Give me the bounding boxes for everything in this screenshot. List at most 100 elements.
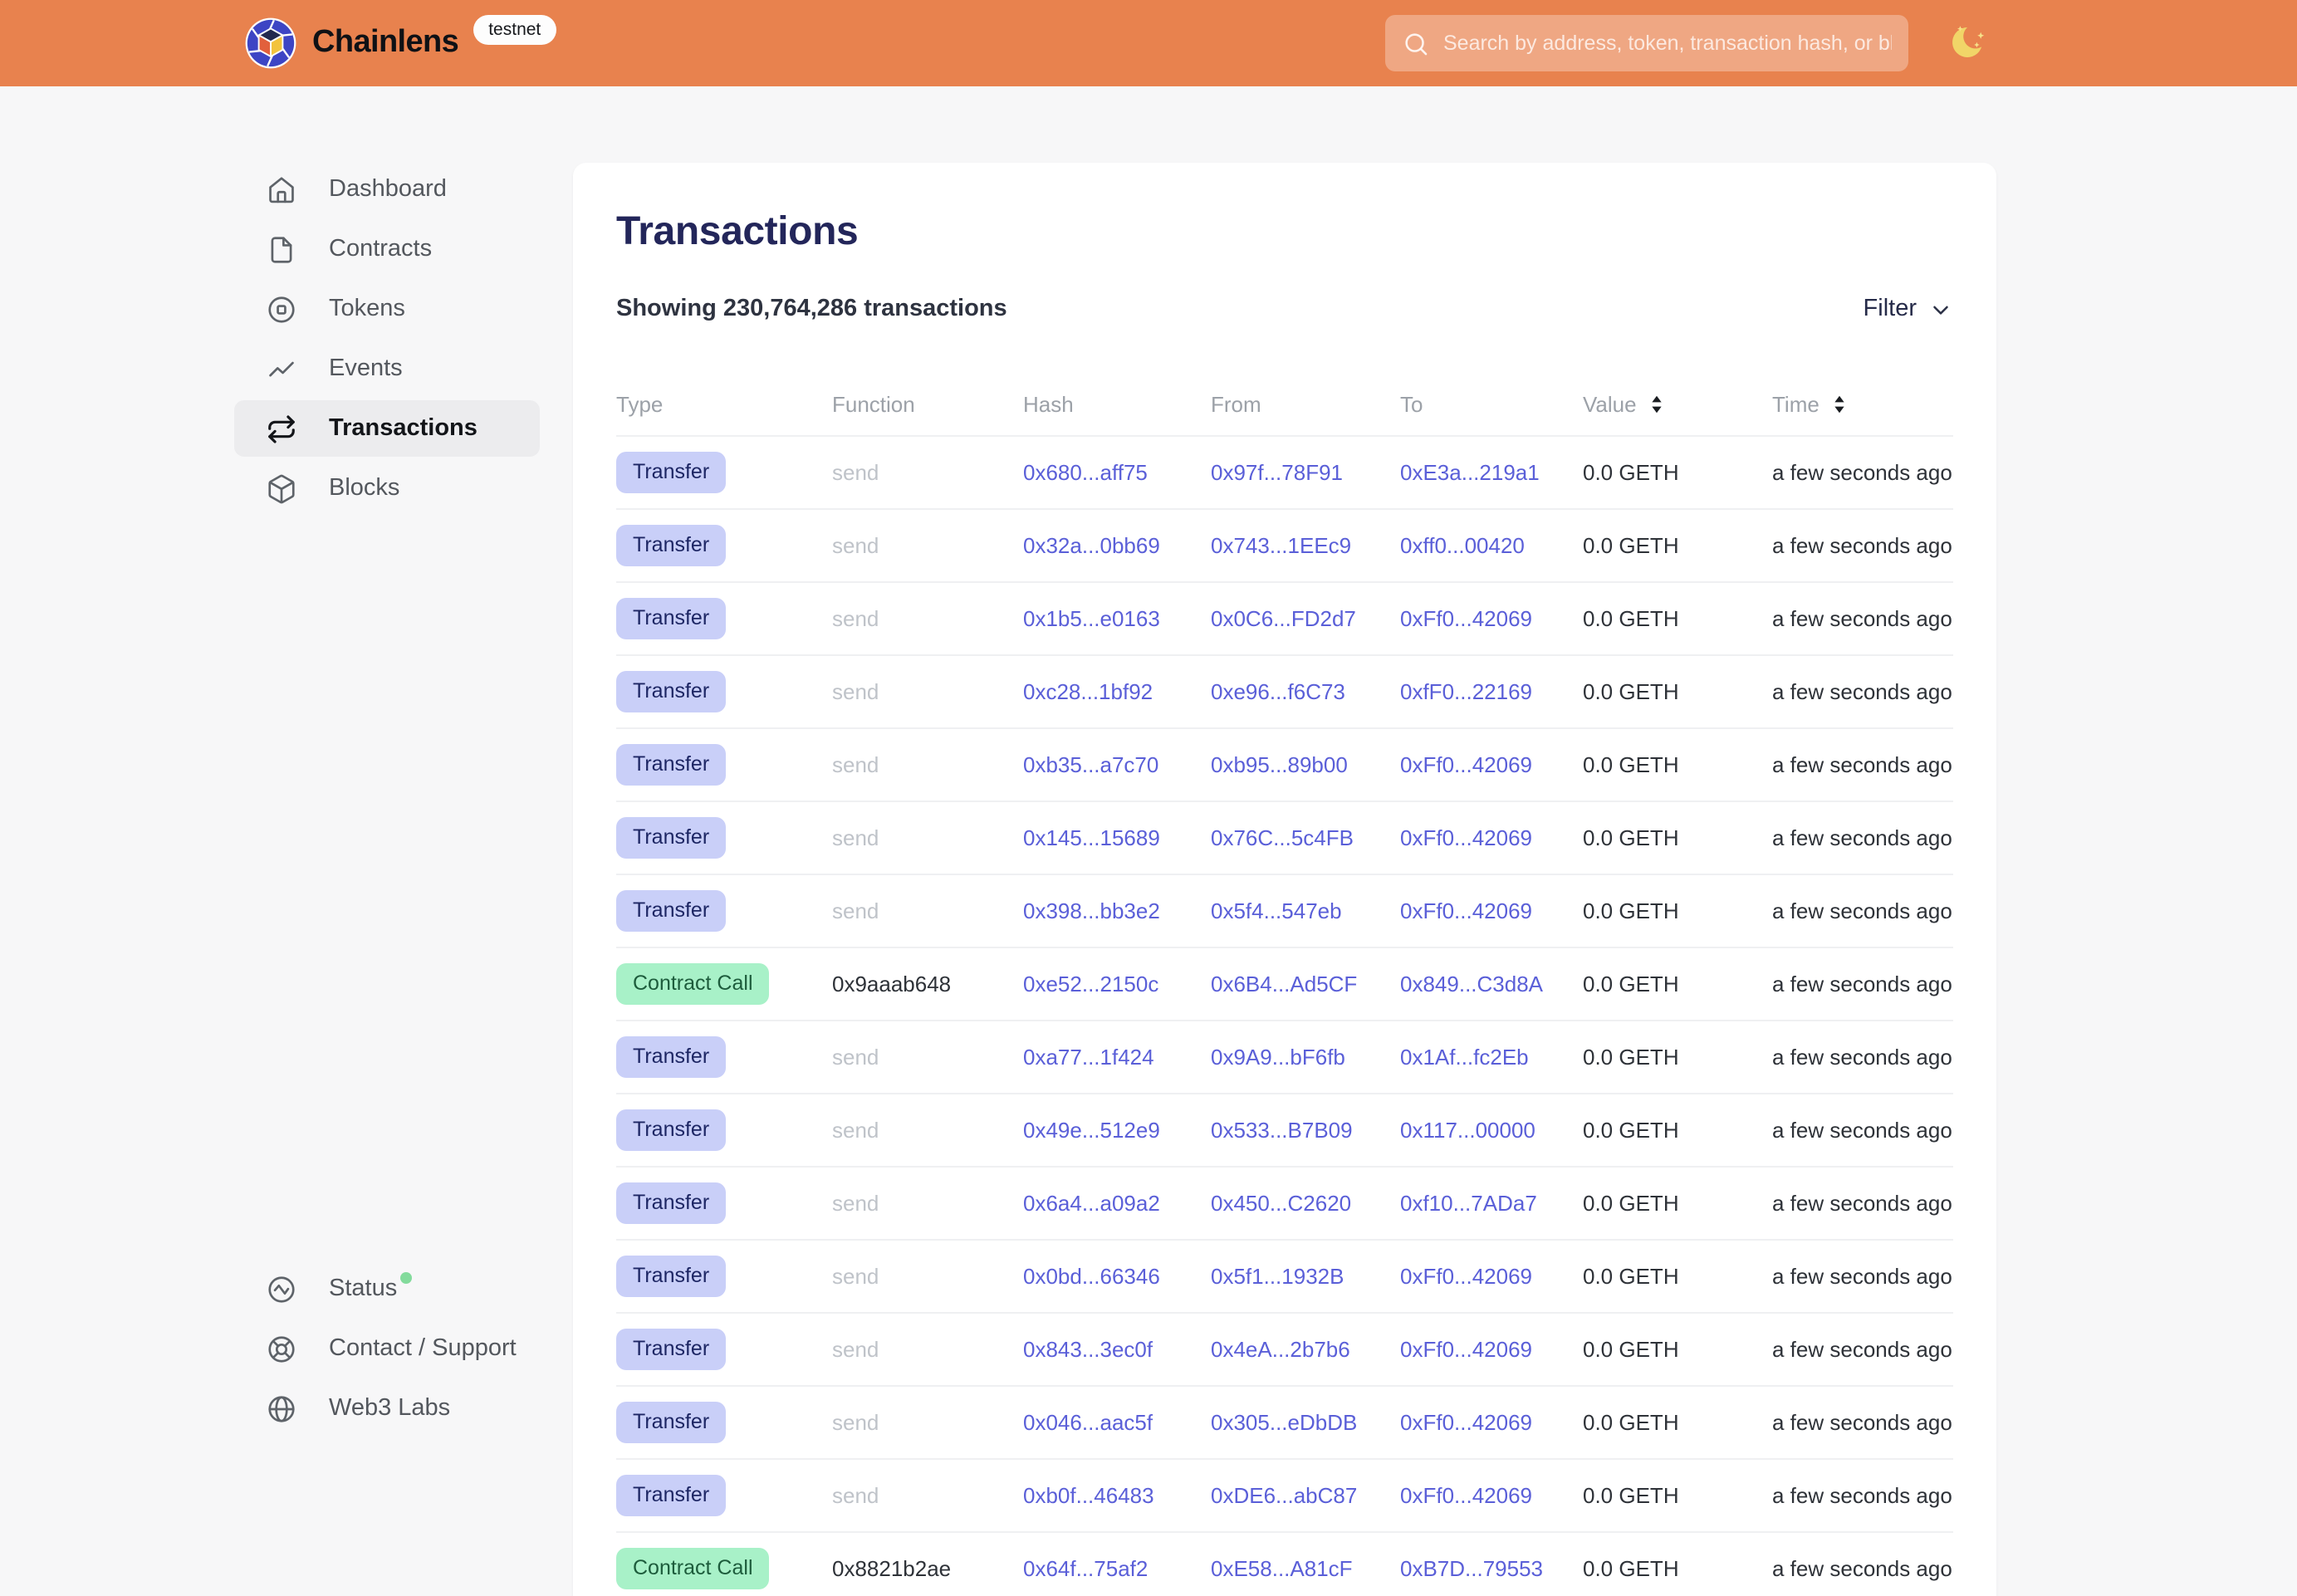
hash-link[interactable]: 0xe52...2150c (1023, 972, 1159, 996)
value-cell: 0.0 GETH (1583, 533, 1679, 558)
column-header-to: To (1400, 391, 1423, 416)
transaction-row: Transfer send 0x046...aac5f 0x305...eDbD… (616, 1385, 1953, 1458)
sidebar-item-contracts[interactable]: Contracts (234, 221, 540, 277)
to-address-link[interactable]: 0xFf0...42069 (1400, 1337, 1532, 1362)
from-address-link[interactable]: 0x743...1EEc9 (1211, 533, 1352, 558)
hash-link[interactable]: 0x046...aac5f (1023, 1410, 1153, 1435)
sidebar-item-label: Transactions (329, 415, 478, 442)
sidebar-item-label: Contact / Support (329, 1335, 517, 1362)
value-cell: 0.0 GETH (1583, 679, 1679, 704)
to-address-link[interactable]: 0xfF0...22169 (1400, 679, 1532, 704)
to-address-link[interactable]: 0xE3a...219a1 (1400, 460, 1540, 485)
value-cell: 0.0 GETH (1583, 972, 1679, 996)
to-address-link[interactable]: 0xFf0...42069 (1400, 606, 1532, 631)
to-address-link[interactable]: 0x1Af...fc2Eb (1400, 1045, 1529, 1070)
type-badge: Transfer (616, 1256, 727, 1297)
to-address-link[interactable]: 0xFf0...42069 (1400, 752, 1532, 777)
from-address-link[interactable]: 0xDE6...abC87 (1211, 1483, 1358, 1508)
column-header-from: From (1211, 391, 1261, 416)
function-cell: send (832, 825, 879, 850)
table-header-row: Type Function Hash From To Value Time (616, 372, 1953, 435)
function-cell: send (832, 1483, 879, 1508)
function-cell: 0x8821b2ae (832, 1556, 952, 1581)
from-address-link[interactable]: 0x76C...5c4FB (1211, 825, 1354, 850)
sort-icon[interactable] (1648, 393, 1667, 414)
cube-icon (268, 473, 295, 503)
search-bar[interactable] (1385, 15, 1908, 71)
value-cell: 0.0 GETH (1583, 752, 1679, 777)
hash-link[interactable]: 0x680...aff75 (1023, 460, 1148, 485)
from-address-link[interactable]: 0x97f...78F91 (1211, 460, 1343, 485)
time-cell: a few seconds ago (1772, 1118, 1952, 1143)
sidebar-item-blocks[interactable]: Blocks (234, 460, 540, 516)
hash-link[interactable]: 0x145...15689 (1023, 825, 1160, 850)
from-address-link[interactable]: 0x5f4...547eb (1211, 898, 1342, 923)
from-address-link[interactable]: 0x450...C2620 (1211, 1191, 1352, 1216)
type-badge: Transfer (616, 1402, 727, 1443)
from-address-link[interactable]: 0x4eA...2b7b6 (1211, 1337, 1350, 1362)
from-address-link[interactable]: 0xe96...f6C73 (1211, 679, 1345, 704)
hash-link[interactable]: 0x6a4...a09a2 (1023, 1191, 1160, 1216)
to-address-link[interactable]: 0xFf0...42069 (1400, 1483, 1532, 1508)
value-cell: 0.0 GETH (1583, 1191, 1679, 1216)
function-cell: send (832, 1118, 879, 1143)
filter-button[interactable]: Filter (1864, 296, 1953, 322)
from-address-link[interactable]: 0xb95...89b00 (1211, 752, 1348, 777)
hash-link[interactable]: 0x0bd...66346 (1023, 1264, 1160, 1289)
time-cell: a few seconds ago (1772, 1483, 1952, 1508)
type-badge: Transfer (616, 525, 727, 566)
to-address-link[interactable]: 0xFf0...42069 (1400, 898, 1532, 923)
sidebar-item-contact-support[interactable]: Contact / Support (234, 1320, 540, 1377)
from-address-link[interactable]: 0x0C6...FD2d7 (1211, 606, 1356, 631)
to-address-link[interactable]: 0xB7D...79553 (1400, 1556, 1544, 1581)
hash-link[interactable]: 0xb0f...46483 (1023, 1483, 1154, 1508)
to-address-link[interactable]: 0x117...00000 (1400, 1118, 1535, 1143)
sidebar-item-transactions[interactable]: Transactions (234, 400, 540, 457)
sidebar-item-label: Blocks (329, 475, 400, 502)
hash-link[interactable]: 0x32a...0bb69 (1023, 533, 1160, 558)
to-address-link[interactable]: 0xFf0...42069 (1400, 1264, 1532, 1289)
function-cell: send (832, 1410, 879, 1435)
from-address-link[interactable]: 0xE58...A81cF (1211, 1556, 1353, 1581)
hash-link[interactable]: 0x49e...512e9 (1023, 1118, 1160, 1143)
time-cell: a few seconds ago (1772, 752, 1952, 777)
to-address-link[interactable]: 0xff0...00420 (1400, 533, 1525, 558)
from-address-link[interactable]: 0x5f1...1932B (1211, 1264, 1344, 1289)
search-input[interactable] (1443, 32, 1892, 55)
hash-link[interactable]: 0xa77...1f424 (1023, 1045, 1154, 1070)
function-cell: 0x9aaab648 (832, 972, 952, 996)
type-badge: Contract Call (616, 963, 770, 1005)
column-header-value: Value (1583, 391, 1772, 416)
value-cell: 0.0 GETH (1583, 606, 1679, 631)
type-badge: Transfer (616, 1182, 727, 1224)
brand[interactable]: Chainlens testnet (244, 0, 556, 86)
transaction-row: Transfer send 0xa77...1f424 0x9A9...bF6f… (616, 1020, 1953, 1093)
transaction-row: Contract Call 0x8821b2ae 0x64f...75af2 0… (616, 1531, 1953, 1596)
from-address-link[interactable]: 0x9A9...bF6fb (1211, 1045, 1345, 1070)
from-address-link[interactable]: 0x533...B7B09 (1211, 1118, 1353, 1143)
sort-icon[interactable] (1831, 393, 1849, 414)
to-address-link[interactable]: 0xFf0...42069 (1400, 825, 1532, 850)
hash-link[interactable]: 0x1b5...e0163 (1023, 606, 1160, 631)
hash-link[interactable]: 0xb35...a7c70 (1023, 752, 1159, 777)
to-address-link[interactable]: 0xFf0...42069 (1400, 1410, 1532, 1435)
sidebar-item-tokens[interactable]: Tokens (234, 281, 540, 337)
dark-mode-toggle[interactable] (1947, 22, 1990, 65)
sidebar-item-dashboard[interactable]: Dashboard (234, 161, 540, 218)
value-cell: 0.0 GETH (1583, 1337, 1679, 1362)
testnet-badge: testnet (473, 14, 556, 46)
column-header-time: Time (1772, 391, 1953, 416)
chevron-down-icon (1933, 305, 1948, 314)
hash-link[interactable]: 0x398...bb3e2 (1023, 898, 1160, 923)
to-address-link[interactable]: 0x849...C3d8A (1400, 972, 1544, 996)
to-address-link[interactable]: 0xf10...7ADa7 (1400, 1191, 1537, 1216)
hash-link[interactable]: 0x64f...75af2 (1023, 1556, 1148, 1581)
sidebar-item-events[interactable]: Events (234, 340, 540, 397)
from-address-link[interactable]: 0x305...eDbDB (1211, 1410, 1358, 1435)
sidebar-item-web3-labs[interactable]: Web3 Labs (234, 1380, 540, 1437)
from-address-link[interactable]: 0x6B4...Ad5CF (1211, 972, 1358, 996)
hash-link[interactable]: 0xc28...1bf92 (1023, 679, 1153, 704)
hash-link[interactable]: 0x843...3ec0f (1023, 1337, 1153, 1362)
transactions-panel: Transactions Showing 230,764,286 transac… (573, 163, 1996, 1596)
sidebar-item-status[interactable]: Status (234, 1261, 540, 1317)
